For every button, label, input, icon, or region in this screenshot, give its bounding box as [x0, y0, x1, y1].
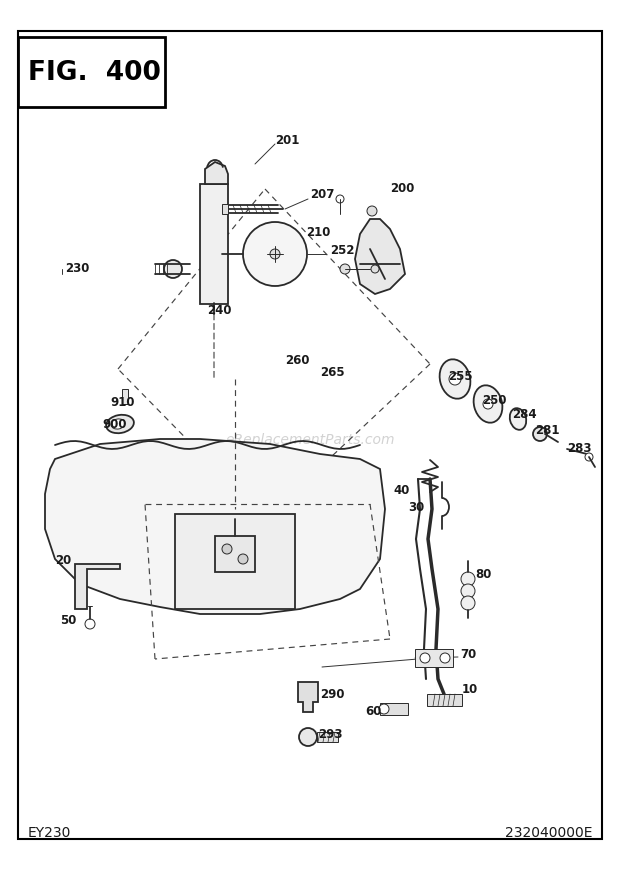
Text: 265: 265 [320, 365, 345, 378]
Text: 80: 80 [475, 567, 492, 580]
Text: 201: 201 [275, 133, 299, 146]
Circle shape [461, 584, 475, 598]
Text: 293: 293 [318, 728, 342, 741]
Polygon shape [75, 565, 120, 610]
Circle shape [222, 545, 232, 554]
Polygon shape [122, 389, 128, 404]
Text: 20: 20 [55, 553, 71, 566]
Text: 260: 260 [285, 353, 309, 366]
Text: 240: 240 [207, 303, 231, 316]
Ellipse shape [106, 416, 134, 434]
Text: 284: 284 [512, 408, 537, 421]
Circle shape [85, 619, 95, 630]
Text: 910: 910 [110, 396, 135, 409]
Text: eReplacementParts.com: eReplacementParts.com [225, 432, 395, 446]
Polygon shape [222, 204, 228, 215]
Text: FIG.  400: FIG. 400 [28, 60, 161, 86]
Circle shape [483, 400, 493, 410]
Ellipse shape [440, 360, 471, 399]
Text: 30: 30 [408, 501, 424, 514]
Text: 250: 250 [482, 393, 507, 406]
Circle shape [371, 266, 379, 274]
Circle shape [461, 596, 475, 610]
Circle shape [299, 728, 317, 746]
Circle shape [533, 427, 547, 441]
Text: 252: 252 [330, 243, 355, 256]
FancyBboxPatch shape [18, 32, 602, 839]
Text: 40: 40 [393, 483, 409, 496]
Circle shape [243, 223, 307, 287]
Circle shape [367, 207, 377, 217]
Circle shape [449, 374, 461, 386]
Ellipse shape [474, 386, 502, 424]
Circle shape [270, 250, 280, 260]
Circle shape [340, 265, 350, 275]
Text: EY230: EY230 [28, 825, 71, 839]
Text: 255: 255 [448, 369, 472, 382]
Text: 281: 281 [535, 423, 559, 436]
Polygon shape [45, 439, 385, 614]
Circle shape [461, 573, 475, 587]
Polygon shape [200, 185, 228, 304]
Circle shape [440, 653, 450, 663]
Circle shape [238, 554, 248, 565]
Text: 210: 210 [306, 225, 330, 239]
Text: 207: 207 [310, 189, 334, 201]
Text: 10: 10 [462, 682, 478, 695]
Text: 50: 50 [60, 613, 76, 626]
Polygon shape [380, 703, 408, 715]
Text: 900: 900 [102, 417, 126, 430]
Circle shape [420, 653, 430, 663]
Polygon shape [175, 515, 295, 610]
Circle shape [379, 704, 389, 714]
Text: 232040000E: 232040000E [505, 825, 592, 839]
Polygon shape [205, 163, 228, 185]
Text: 290: 290 [320, 688, 345, 701]
Polygon shape [355, 220, 405, 295]
Circle shape [164, 260, 182, 279]
Polygon shape [215, 537, 255, 573]
Circle shape [336, 196, 344, 203]
Text: 283: 283 [567, 441, 591, 454]
Polygon shape [427, 695, 462, 706]
Ellipse shape [111, 419, 125, 430]
FancyBboxPatch shape [415, 649, 453, 667]
Polygon shape [317, 732, 338, 742]
Circle shape [585, 453, 593, 461]
Text: 70: 70 [460, 648, 476, 660]
Text: 60: 60 [365, 705, 381, 717]
Text: 200: 200 [390, 182, 414, 195]
Ellipse shape [510, 409, 526, 431]
FancyBboxPatch shape [18, 38, 165, 108]
Polygon shape [298, 682, 318, 712]
Text: 230: 230 [65, 261, 89, 275]
